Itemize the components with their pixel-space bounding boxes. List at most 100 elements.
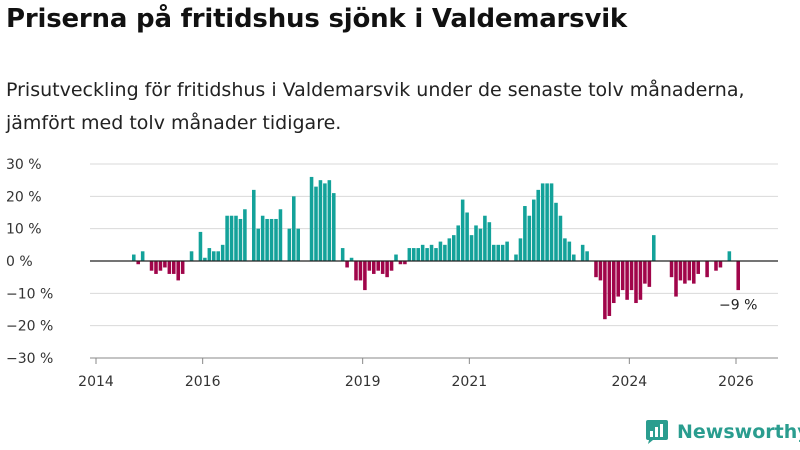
bar (292, 196, 296, 261)
bar (554, 202, 558, 261)
bar (243, 209, 247, 261)
bar (207, 248, 212, 261)
bar (256, 228, 260, 261)
bar (180, 261, 185, 274)
bar (629, 261, 634, 291)
bar (327, 180, 332, 261)
bar (309, 176, 314, 261)
bar (736, 261, 740, 291)
bar (594, 261, 598, 278)
bar (412, 248, 416, 261)
bar (154, 261, 158, 274)
bar (287, 228, 292, 261)
bar (683, 261, 687, 284)
y-tick-label: 20 % (6, 189, 42, 205)
bar (460, 199, 465, 261)
bar (332, 193, 336, 261)
bar (429, 244, 434, 261)
bar (376, 261, 380, 271)
bar (523, 206, 527, 261)
bar (398, 261, 403, 265)
bar (612, 261, 616, 304)
bar (678, 261, 683, 281)
bar (674, 261, 678, 297)
bar (687, 261, 692, 281)
newsworthy-logo[interactable]: Newsworthy (644, 419, 800, 445)
bar (238, 218, 243, 261)
bar (345, 261, 349, 268)
y-tick-label: 30 % (6, 157, 42, 173)
bar (367, 261, 372, 271)
bar (607, 261, 612, 316)
bar (394, 254, 398, 261)
bar (269, 218, 274, 261)
bar (278, 209, 283, 261)
bar (545, 183, 549, 261)
bar (505, 241, 509, 261)
y-tick-label: −30 % (6, 351, 53, 367)
bar (434, 248, 438, 261)
x-tick-label: 2021 (452, 374, 488, 390)
annotation-label: −9 % (719, 298, 757, 314)
bar (354, 261, 358, 281)
bar (452, 235, 456, 261)
bar (456, 225, 460, 261)
bar (536, 189, 540, 261)
bar (567, 241, 572, 261)
bar (714, 261, 718, 271)
chart-title: Priserna på fritidshus sjönk i Valdemars… (6, 4, 628, 34)
bar (580, 244, 585, 261)
bar (225, 215, 229, 261)
bar (274, 218, 278, 261)
bar (252, 189, 256, 261)
bar (532, 199, 536, 261)
bar (198, 231, 203, 261)
y-tick-label: −20 % (6, 319, 53, 335)
bar (176, 261, 180, 281)
bar (483, 215, 487, 261)
bar (314, 186, 318, 261)
bar (234, 215, 238, 261)
bar (220, 244, 225, 261)
bar (407, 248, 412, 261)
bar (549, 183, 554, 261)
bar (572, 254, 576, 261)
bar (558, 215, 563, 261)
bar-series (132, 176, 740, 320)
bar (372, 261, 376, 274)
bar (527, 215, 532, 261)
bar (643, 261, 647, 284)
bar (585, 251, 589, 261)
bar (216, 251, 220, 261)
x-tick-label: 2024 (612, 374, 648, 390)
bar (598, 261, 603, 281)
bar (172, 261, 176, 274)
bar (363, 261, 367, 291)
bar (340, 248, 345, 261)
bar (140, 251, 145, 261)
bar (496, 244, 500, 261)
bar (203, 257, 207, 261)
bar (478, 228, 483, 261)
bar (425, 248, 429, 261)
bar (492, 244, 496, 261)
bar (638, 261, 643, 300)
bar (136, 261, 140, 265)
bar (380, 261, 385, 274)
bar (500, 244, 505, 261)
bar (163, 261, 167, 268)
bar (718, 261, 723, 268)
x-tick-label: 2026 (718, 374, 754, 390)
bar (620, 261, 625, 291)
brand-name: Newsworthy (677, 421, 800, 443)
bar (563, 238, 567, 261)
bar (447, 238, 452, 261)
bar (349, 257, 354, 261)
bar (212, 251, 216, 261)
y-tick-label: 10 % (6, 222, 42, 238)
axes (90, 260, 778, 364)
y-tick-label: −10 % (6, 286, 53, 302)
x-tick-label: 2014 (78, 374, 114, 390)
bar (474, 225, 478, 261)
bar (634, 261, 638, 304)
